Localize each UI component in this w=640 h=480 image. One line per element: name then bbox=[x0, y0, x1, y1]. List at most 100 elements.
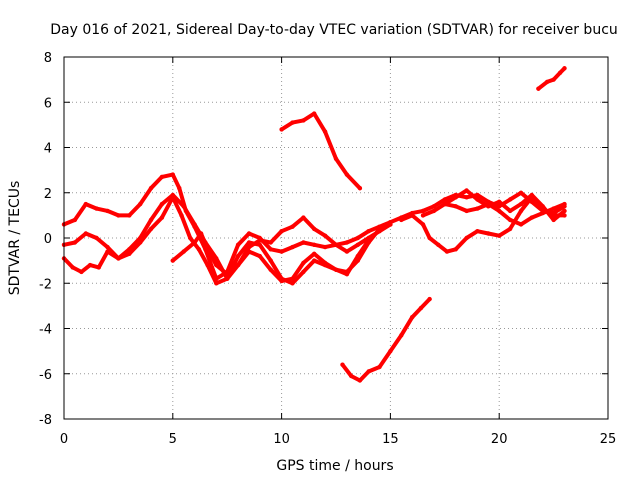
data-point bbox=[355, 253, 360, 259]
data-point bbox=[225, 272, 230, 277]
data-point bbox=[340, 362, 345, 367]
data-point bbox=[507, 208, 513, 214]
data-point bbox=[127, 213, 132, 218]
data-point bbox=[177, 186, 182, 191]
data-point bbox=[188, 235, 193, 241]
data-point bbox=[105, 249, 110, 254]
data-point bbox=[312, 226, 317, 232]
y-tick-label: 0 bbox=[44, 232, 52, 247]
data-point bbox=[205, 262, 210, 268]
data-point bbox=[497, 208, 502, 214]
data-point bbox=[87, 262, 93, 268]
data-point bbox=[399, 333, 404, 338]
data-point bbox=[536, 86, 541, 91]
data-point bbox=[148, 186, 154, 191]
data-point bbox=[148, 217, 154, 223]
chart-title: Day 016 of 2021, Sidereal Day-to-day VTE… bbox=[50, 22, 618, 38]
data-point bbox=[257, 242, 262, 247]
data-point bbox=[279, 127, 284, 132]
data-point bbox=[83, 231, 89, 236]
data-point bbox=[246, 249, 252, 254]
y-tick-label: -6 bbox=[39, 368, 52, 383]
x-axis-label: GPS time / hours bbox=[276, 458, 393, 474]
data-point bbox=[507, 197, 513, 202]
data-point bbox=[366, 229, 371, 234]
data-point bbox=[246, 231, 252, 236]
data-point bbox=[138, 201, 143, 207]
data-point bbox=[170, 258, 175, 263]
data-point bbox=[301, 240, 306, 245]
data-point bbox=[83, 201, 89, 207]
series-arc-5 bbox=[279, 111, 362, 191]
data-point bbox=[410, 213, 415, 218]
data-point bbox=[322, 129, 328, 134]
series-layer bbox=[61, 66, 567, 383]
x-axis-ticks: 0 5 10 15 20 25 bbox=[60, 57, 616, 447]
x-tick-label: 15 bbox=[382, 432, 399, 447]
data-point bbox=[475, 197, 480, 202]
data-point bbox=[431, 208, 437, 214]
data-point bbox=[322, 233, 328, 238]
x-tick-label: 20 bbox=[491, 432, 508, 447]
data-point bbox=[377, 229, 382, 234]
data-point bbox=[420, 208, 426, 214]
data-point bbox=[312, 258, 317, 263]
data-point bbox=[453, 247, 458, 252]
data-point bbox=[170, 172, 175, 177]
data-point bbox=[192, 222, 197, 227]
data-point bbox=[246, 240, 252, 245]
data-point bbox=[420, 222, 426, 227]
data-point bbox=[268, 267, 273, 272]
data-point bbox=[279, 278, 284, 284]
data-point bbox=[540, 210, 545, 216]
data-point bbox=[518, 222, 524, 227]
data-point bbox=[312, 242, 317, 247]
data-point bbox=[442, 197, 447, 202]
y-tick-label: 6 bbox=[44, 96, 52, 111]
data-point bbox=[388, 348, 393, 354]
data-point bbox=[399, 217, 404, 223]
data-point bbox=[497, 233, 502, 238]
y-tick-label: 8 bbox=[44, 51, 52, 66]
series-arc-1 bbox=[62, 172, 393, 281]
data-point bbox=[225, 276, 230, 281]
series-arc-3 bbox=[62, 193, 393, 281]
data-point bbox=[290, 281, 295, 286]
data-point bbox=[235, 242, 241, 247]
data-point bbox=[257, 253, 262, 259]
data-point bbox=[355, 235, 360, 241]
data-point bbox=[366, 238, 371, 243]
data-point bbox=[529, 192, 534, 198]
data-point bbox=[436, 242, 441, 247]
grid bbox=[64, 57, 608, 419]
data-point bbox=[357, 186, 363, 191]
data-point bbox=[268, 258, 273, 263]
data-point bbox=[464, 208, 469, 214]
data-point bbox=[344, 249, 350, 254]
data-point bbox=[322, 260, 328, 266]
data-point bbox=[377, 364, 382, 370]
data-point bbox=[551, 77, 556, 82]
data-point bbox=[290, 276, 295, 281]
y-tick-label: -2 bbox=[39, 277, 52, 292]
series-arc-6 bbox=[340, 297, 432, 383]
data-point bbox=[268, 247, 273, 252]
data-point bbox=[349, 373, 354, 379]
data-point bbox=[366, 369, 371, 374]
data-point bbox=[127, 247, 132, 252]
data-point bbox=[138, 235, 143, 241]
data-point bbox=[464, 195, 469, 200]
data-point bbox=[475, 206, 480, 211]
data-point bbox=[427, 296, 432, 302]
data-point bbox=[96, 265, 102, 270]
data-point bbox=[344, 272, 350, 277]
y-axis-label: SDTVAR / TECUs bbox=[7, 181, 23, 296]
data-point bbox=[301, 269, 306, 275]
data-point bbox=[94, 206, 99, 211]
data-point bbox=[116, 256, 121, 261]
data-point bbox=[333, 156, 339, 161]
data-point bbox=[214, 281, 219, 286]
data-point bbox=[105, 244, 110, 250]
y-tick-label: 2 bbox=[44, 187, 52, 202]
